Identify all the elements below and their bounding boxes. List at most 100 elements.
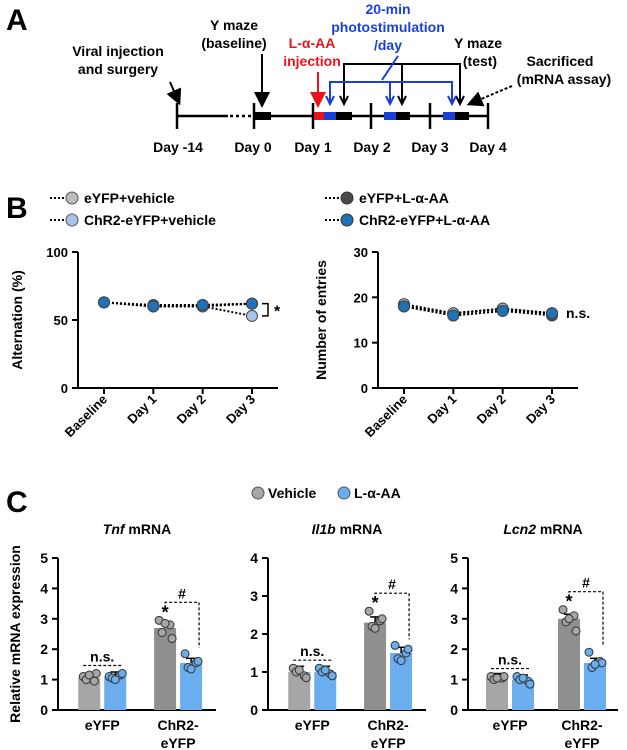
y-axis-label: Alternation (%) xyxy=(9,270,25,370)
y-tick-label: 2 xyxy=(450,641,458,657)
legend-marker-eyfp-laa xyxy=(340,191,354,205)
data-point xyxy=(246,297,258,310)
photostim-arrowhead xyxy=(447,95,457,107)
sacrificed-label: Sacrificed xyxy=(527,53,594,69)
legend-label: ChR2-eYFP+L-α-AA xyxy=(359,212,490,228)
data-point xyxy=(398,300,410,313)
y-tick-label: 4 xyxy=(450,580,458,596)
y-tick-label: 5 xyxy=(40,550,48,566)
data-point xyxy=(370,623,380,633)
data-point xyxy=(447,309,460,322)
photostim-pointer xyxy=(381,55,399,81)
y-tick-label: 1 xyxy=(40,672,48,688)
legend-label: eYFP+L-α-AA xyxy=(359,190,449,206)
x-tick-label: Day 1 xyxy=(424,392,459,427)
data-point xyxy=(564,614,574,624)
series-line xyxy=(403,303,553,315)
data-point xyxy=(496,304,509,317)
group-label: eYFP xyxy=(371,735,406,750)
legend-marker-eyfp-vehicle xyxy=(65,191,79,205)
legend-marker-laa xyxy=(337,486,351,500)
y-axis-label: Number of entries xyxy=(313,260,329,380)
y-tick-label: 0 xyxy=(61,381,68,396)
significance-ns: n.s. xyxy=(90,649,114,665)
photostim-label: /day xyxy=(374,37,402,53)
y-tick-label: 10 xyxy=(354,336,368,351)
chart-title-gene: Il1b xyxy=(312,521,337,537)
data-point xyxy=(301,673,311,683)
y-tick-label: 5 xyxy=(450,550,458,566)
y-tick-label: 3 xyxy=(250,588,258,604)
bar xyxy=(104,676,127,710)
ymaze-test-block xyxy=(455,112,469,120)
y-tick-label: 30 xyxy=(354,245,368,260)
data-point xyxy=(180,649,190,659)
y-tick-label: 0 xyxy=(40,702,48,718)
x-tick-label: Day 2 xyxy=(174,392,209,427)
data-point xyxy=(590,659,600,669)
data-point xyxy=(167,634,177,644)
day-label: Day -14 xyxy=(153,139,203,155)
data-point xyxy=(377,614,387,624)
series-line xyxy=(103,301,253,308)
significance-bracket xyxy=(262,302,269,317)
significance-hash: # xyxy=(582,575,590,591)
bar xyxy=(486,678,508,710)
photostim-label: photostimulation xyxy=(331,19,445,35)
y-tick-label: 3 xyxy=(450,611,458,627)
ymaze-baseline-label: (baseline) xyxy=(201,35,266,51)
x-tick-label: Baseline xyxy=(62,392,110,440)
legend-marker-vehicle xyxy=(251,486,265,500)
y-tick-label: 4 xyxy=(40,580,48,596)
chart-title: Lcn2 mRNA xyxy=(503,521,582,537)
panel-label-b: B xyxy=(6,192,28,225)
hash-bracket xyxy=(568,591,604,647)
data-point xyxy=(117,669,127,679)
x-tick-label: Day 3 xyxy=(223,392,258,427)
photostim-block xyxy=(443,112,455,120)
photostim-block xyxy=(384,112,396,120)
data-point xyxy=(571,626,581,636)
chart-title: Tnf mRNA xyxy=(103,521,171,537)
bar xyxy=(314,672,337,710)
group-label: eYFP xyxy=(85,717,120,733)
ymaze-test-block xyxy=(396,112,410,120)
series-line xyxy=(403,305,553,317)
data-point xyxy=(390,640,400,650)
data-point xyxy=(320,665,330,675)
data-point xyxy=(492,673,502,683)
significance-star: * xyxy=(274,303,281,320)
data-point xyxy=(294,665,304,675)
viral-injection-arrow xyxy=(166,81,182,106)
data-point xyxy=(193,656,203,666)
panel-label-a: A xyxy=(6,4,28,37)
data-point xyxy=(160,618,170,628)
y-tick-label: 100 xyxy=(46,245,68,260)
legend-label: Vehicle xyxy=(268,485,316,501)
day-label: Day 1 xyxy=(294,139,332,155)
chart-title-suffix: mRNA xyxy=(125,521,172,537)
alternation-chart: 0 50 100 Baseline Day 1 Day 2 Day 3 Alternation… xyxy=(9,245,281,440)
significance-hash: # xyxy=(178,585,186,601)
y-tick-label: 0 xyxy=(250,702,258,718)
data-point xyxy=(84,670,94,680)
significance-ns: n.s. xyxy=(300,643,324,659)
laa-injection-label: L-α-AA xyxy=(289,35,336,51)
significance-star: * xyxy=(162,602,169,622)
il1b-chart: 0 1 2 3 4 Il1b mRNA eYFP ChR2- eYFP n.s. * # xyxy=(250,521,426,750)
chart-title: Il1b mRNA xyxy=(312,521,383,537)
significance-star: * xyxy=(565,592,572,612)
photostim-arrowhead xyxy=(325,95,335,107)
group-label: eYFP xyxy=(564,735,599,750)
ymaze-test-block xyxy=(336,112,352,120)
day-label: Day 0 xyxy=(234,139,272,155)
group-label: ChR2- xyxy=(367,717,409,733)
group-label: eYFP xyxy=(492,717,527,733)
x-tick-label: Day 1 xyxy=(124,392,159,427)
viral-injection-label: and surgery xyxy=(78,61,158,77)
data-point xyxy=(403,644,413,654)
laa-injection-block xyxy=(314,112,324,120)
bar xyxy=(78,678,101,710)
chart-title-suffix: mRNA xyxy=(336,521,383,537)
